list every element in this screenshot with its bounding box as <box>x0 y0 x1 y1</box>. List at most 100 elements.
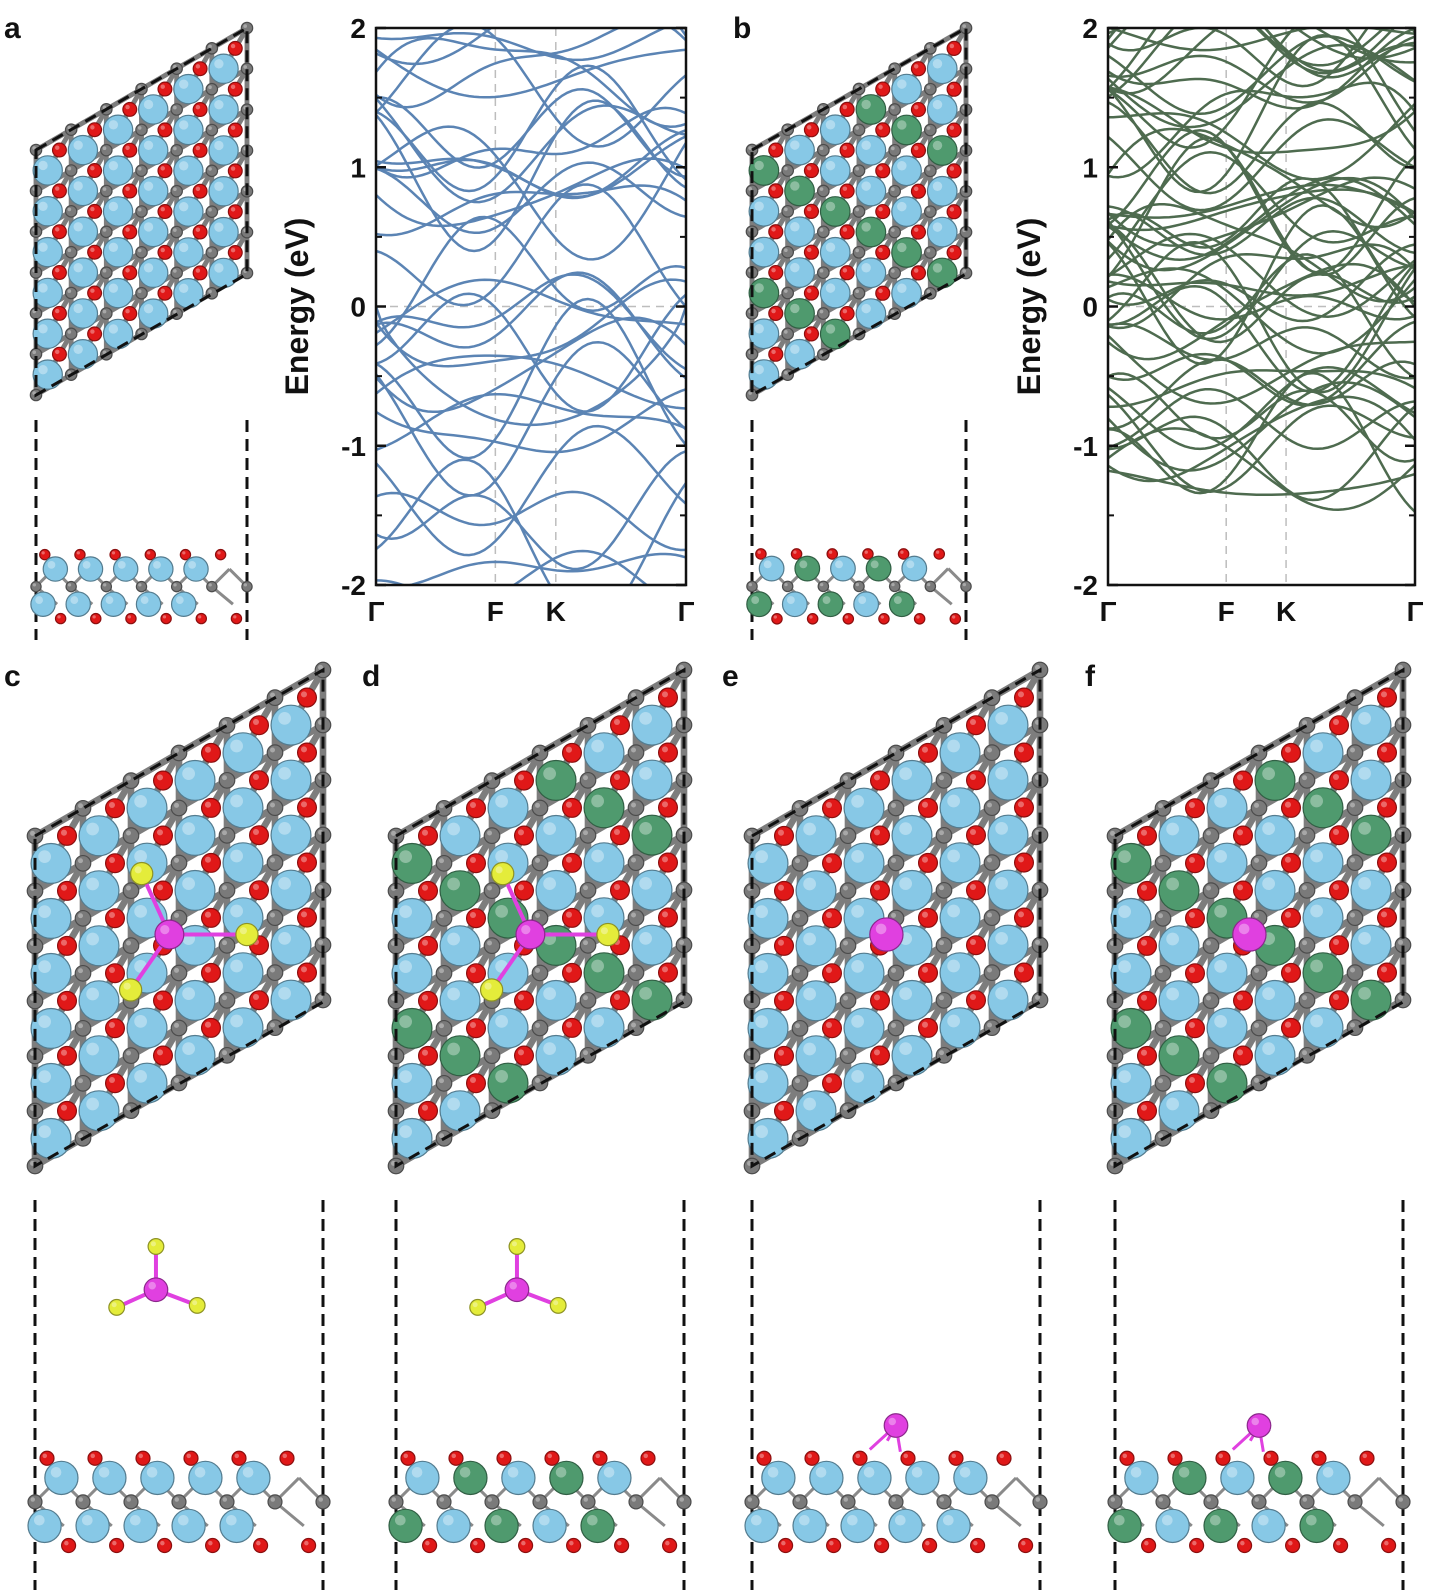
metal-atom <box>1251 1508 1286 1544</box>
oxygen-atom <box>946 244 962 261</box>
dopant-atom <box>388 1508 423 1544</box>
y-tick-label: 0 <box>1082 292 1098 323</box>
band <box>376 297 686 460</box>
unit-cell-outline <box>34 25 249 398</box>
carbon-atom <box>887 1019 905 1037</box>
metal-atom <box>208 216 239 248</box>
unit-cell-outline <box>33 667 325 1169</box>
metal-atom <box>748 318 780 350</box>
carbon-atom <box>64 327 78 341</box>
oxygen-atom <box>771 613 783 625</box>
metal-atom <box>126 787 168 829</box>
carbon-atom <box>852 245 866 259</box>
band <box>376 292 686 413</box>
metal-atom <box>784 257 815 288</box>
oxygen-atom <box>122 183 138 199</box>
metal-atom <box>891 155 922 187</box>
metal-atom <box>888 1508 923 1544</box>
dopant-atom <box>583 952 625 994</box>
metal-atom <box>67 298 99 329</box>
oxygen-atom <box>74 548 86 561</box>
x-kpoint-label: F <box>1218 596 1235 627</box>
carbon-atom <box>219 1494 235 1510</box>
metal-atom <box>270 759 312 801</box>
metal-atom <box>222 952 264 994</box>
carbon-atom <box>924 580 937 593</box>
adsorbed-atom <box>869 917 904 952</box>
oxygen-atom <box>152 770 174 791</box>
band <box>1108 176 1415 261</box>
structure-side-view-e <box>744 1200 1048 1590</box>
metal-atom <box>1155 1508 1190 1544</box>
carbon-atom <box>170 1019 188 1037</box>
oxygen-atom <box>51 142 67 158</box>
metal-atom <box>102 318 134 350</box>
band <box>376 278 686 335</box>
metal-atom <box>391 952 433 994</box>
carbon-atom <box>531 799 549 817</box>
oxygen-atom <box>1184 1018 1206 1039</box>
metal-atom <box>32 155 63 186</box>
metal-atom <box>631 704 673 746</box>
structure-top-view-e <box>743 661 1049 1175</box>
oxygen-atom <box>609 715 631 736</box>
dopant-atom <box>1299 1508 1334 1544</box>
structure-side-view-c <box>27 1200 331 1590</box>
metal-atom <box>501 1460 536 1496</box>
oxygen-atom <box>157 244 173 260</box>
carbon-atom <box>170 266 183 280</box>
metal-atom <box>1350 704 1392 746</box>
carbon-atom <box>218 771 236 789</box>
oxygen-atom <box>1215 1450 1231 1466</box>
oxygen-atom <box>192 102 208 118</box>
carbon-atom <box>817 580 830 593</box>
carbon-atom <box>983 964 1001 982</box>
carbon-atom <box>205 246 219 259</box>
oxygen-atom <box>470 1537 486 1554</box>
carbon-atom <box>792 1494 808 1510</box>
ligand-atom <box>118 978 143 1002</box>
carbon-atom <box>100 307 113 320</box>
metal-atom <box>78 870 120 912</box>
metal-atom <box>1158 815 1200 857</box>
oxygen-atom <box>917 962 939 983</box>
oxygen-atom <box>592 1450 608 1466</box>
oxygen-atom <box>104 908 126 929</box>
carbon-atom <box>122 772 140 790</box>
carbon-atom <box>1202 1047 1220 1065</box>
metal-atom <box>137 135 169 166</box>
metal-atom <box>1110 1117 1152 1159</box>
metal-atom <box>1350 869 1392 911</box>
metal-atom <box>173 196 204 227</box>
metal-atom <box>102 277 134 309</box>
band <box>1108 262 1415 394</box>
carbon-atom <box>1250 799 1268 817</box>
metal-atom <box>140 1460 175 1496</box>
oxygen-atom <box>248 880 270 901</box>
band <box>376 392 686 452</box>
oxygen-atom <box>104 798 126 819</box>
oxygen-atom <box>87 163 103 179</box>
ligand-atom <box>596 922 620 947</box>
carbon-atom <box>74 964 92 982</box>
carbon-atom <box>205 123 219 137</box>
dopant-atom <box>1110 1007 1152 1049</box>
band <box>1108 35 1415 116</box>
x-kpoint-label: K <box>1276 596 1296 627</box>
oxygen-atom <box>422 1537 438 1554</box>
oxygen-atom <box>965 715 987 736</box>
carbon-atom <box>205 205 219 218</box>
carbon-atom <box>983 909 1001 927</box>
oxygen-atom <box>803 326 820 342</box>
oxygen-atom <box>227 40 243 56</box>
oxygen-atom <box>157 122 173 138</box>
carbon-atom <box>483 827 501 845</box>
oxygen-atom <box>561 907 583 928</box>
dopant-atom <box>1206 1062 1248 1104</box>
carbon-atom <box>218 716 236 734</box>
y-tick-label: -2 <box>1073 570 1098 601</box>
carbon-atom <box>627 799 645 817</box>
oxygen-atom <box>157 81 173 97</box>
carbon-atom <box>64 245 78 259</box>
oxygen-atom <box>56 825 78 846</box>
